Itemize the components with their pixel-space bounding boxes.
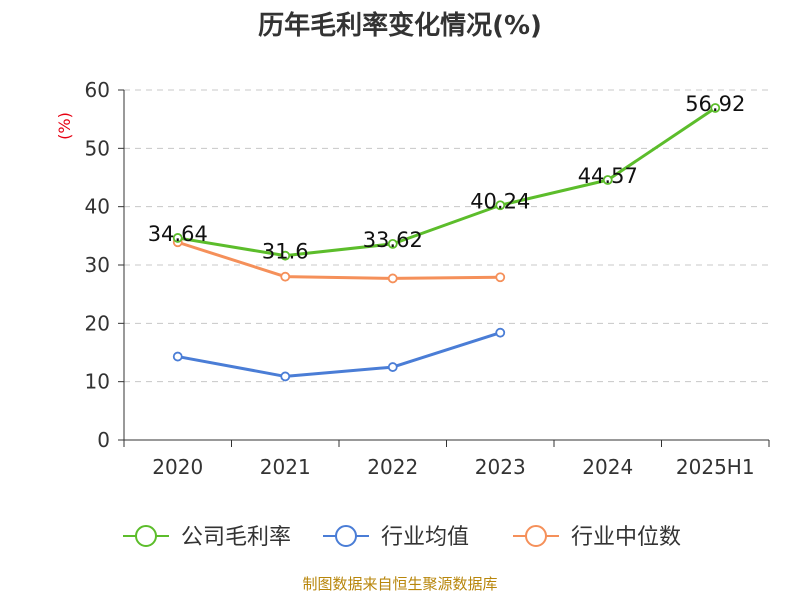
x-tick-label: 2023 <box>475 455 526 479</box>
series-line <box>177 106 717 258</box>
legend-item[interactable]: 公司毛利率 <box>123 525 291 550</box>
y-tick-label: 10 <box>85 370 110 394</box>
y-tick-label: 20 <box>85 311 110 335</box>
data-label: 44.57 <box>578 164 638 188</box>
legend[interactable]: 公司毛利率 行业均值 行业中位数 <box>123 525 681 550</box>
series-0 <box>172 103 721 261</box>
chart-title: 历年毛利率变化情况(%) <box>258 10 542 41</box>
data-point[interactable] <box>710 103 721 113</box>
data-point[interactable] <box>387 273 398 284</box>
data-point[interactable] <box>280 271 291 282</box>
legend-label: 行业均值 <box>381 525 469 550</box>
data-label: 31.6 <box>262 240 309 264</box>
data-point[interactable] <box>280 371 291 382</box>
series-line <box>177 331 501 378</box>
data-label: 56.92 <box>685 92 745 116</box>
data-point[interactable] <box>495 327 506 338</box>
data-point[interactable] <box>387 238 398 249</box>
source-note: 制图数据来自恒生聚源数据库 <box>302 575 497 593</box>
series-2 <box>172 237 506 284</box>
data-point[interactable] <box>280 250 291 261</box>
x-tick-label: 2025H1 <box>676 455 755 479</box>
data-label: 33.62 <box>363 228 423 252</box>
y-tick-label: 30 <box>85 253 110 277</box>
data-point[interactable] <box>172 233 183 243</box>
x-tick-label: 2022 <box>367 455 418 479</box>
y-tick-label: 40 <box>85 195 110 219</box>
data-point[interactable] <box>602 175 613 185</box>
data-label-layer: 34.64 31.6 33.62 40.24 44.57 56.92 <box>148 92 746 264</box>
y-axis-label: (%) <box>55 112 74 140</box>
legend-label: 行业中位数 <box>571 525 681 550</box>
legend-label: 公司毛利率 <box>181 525 291 550</box>
data-point[interactable] <box>495 200 506 211</box>
data-label: 40.24 <box>470 189 530 213</box>
y-tick-label: 0 <box>97 428 110 452</box>
x-tick-label: 2020 <box>152 455 203 479</box>
data-label: 34.64 <box>148 222 208 246</box>
legend-item[interactable]: 行业中位数 <box>513 525 681 550</box>
data-point[interactable] <box>172 351 183 362</box>
x-tick-label: 2024 <box>582 455 633 479</box>
legend-marker-icon <box>135 525 157 547</box>
series-line <box>177 240 501 280</box>
data-point[interactable] <box>387 362 398 372</box>
series-1 <box>172 327 506 382</box>
y-tick-label: 60 <box>85 78 110 102</box>
y-tick-label: 50 <box>85 136 110 160</box>
x-tick-label: 2021 <box>260 455 311 479</box>
data-point[interactable] <box>495 272 506 283</box>
legend-item[interactable]: 行业均值 <box>323 525 469 550</box>
legend-marker-icon <box>335 525 357 547</box>
axis-layer: 0 10 20 30 40 50 60 2020 2021 2022 2023 2024 2025H1 <box>85 78 770 479</box>
grid-layer <box>124 89 769 383</box>
series-layer <box>172 103 721 382</box>
legend-marker-icon <box>525 525 547 547</box>
